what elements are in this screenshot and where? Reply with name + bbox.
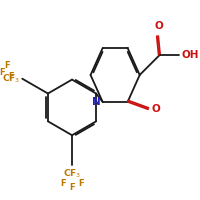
Text: F: F <box>69 183 75 192</box>
Text: CF$_3$: CF$_3$ <box>63 168 81 180</box>
Text: F: F <box>8 72 14 81</box>
Text: CF$_3$: CF$_3$ <box>2 72 20 85</box>
Text: F: F <box>5 61 10 70</box>
Text: OH: OH <box>181 50 199 60</box>
Text: F: F <box>78 179 84 188</box>
Text: O: O <box>155 21 164 31</box>
Text: O: O <box>152 104 161 114</box>
Text: F: F <box>60 179 66 188</box>
Text: F: F <box>0 68 5 77</box>
Text: N: N <box>92 97 101 107</box>
